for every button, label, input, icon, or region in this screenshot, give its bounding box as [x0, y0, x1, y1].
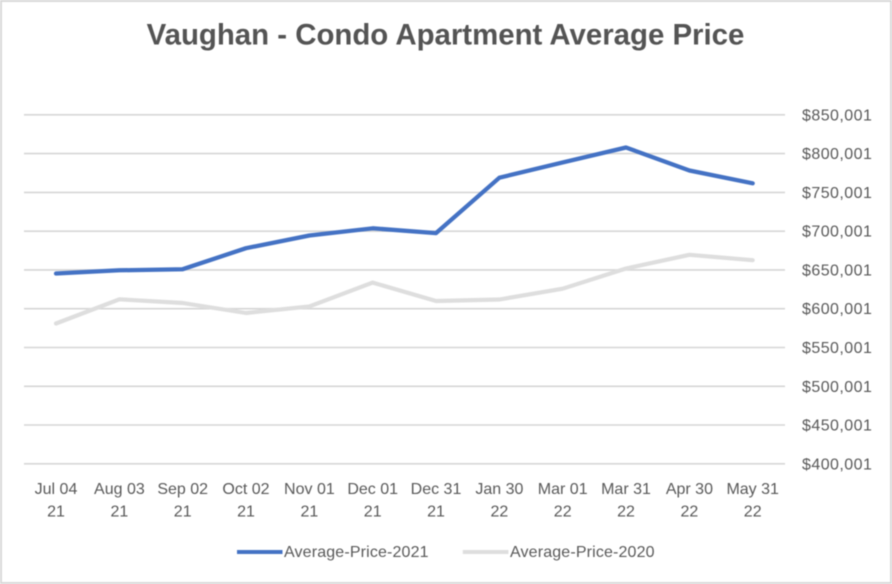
svg-text:$650,001: $650,001 [802, 262, 872, 279]
svg-text:$750,001: $750,001 [802, 185, 872, 202]
svg-text:$850,001: $850,001 [802, 107, 872, 124]
svg-text:$800,001: $800,001 [802, 146, 872, 163]
svg-text:Average-Price-2021: Average-Price-2021 [284, 544, 429, 561]
svg-text:$600,001: $600,001 [802, 301, 872, 318]
svg-text:$400,001: $400,001 [802, 456, 872, 473]
svg-text:Average-Price-2020: Average-Price-2020 [510, 544, 655, 561]
svg-text:$500,001: $500,001 [802, 379, 872, 396]
svg-text:$700,001: $700,001 [802, 224, 872, 241]
svg-text:$550,001: $550,001 [802, 340, 872, 357]
svg-text:$450,001: $450,001 [802, 418, 872, 435]
svg-text:Vaughan - Condo Apartment Aver: Vaughan - Condo Apartment Average Price [147, 19, 745, 52]
